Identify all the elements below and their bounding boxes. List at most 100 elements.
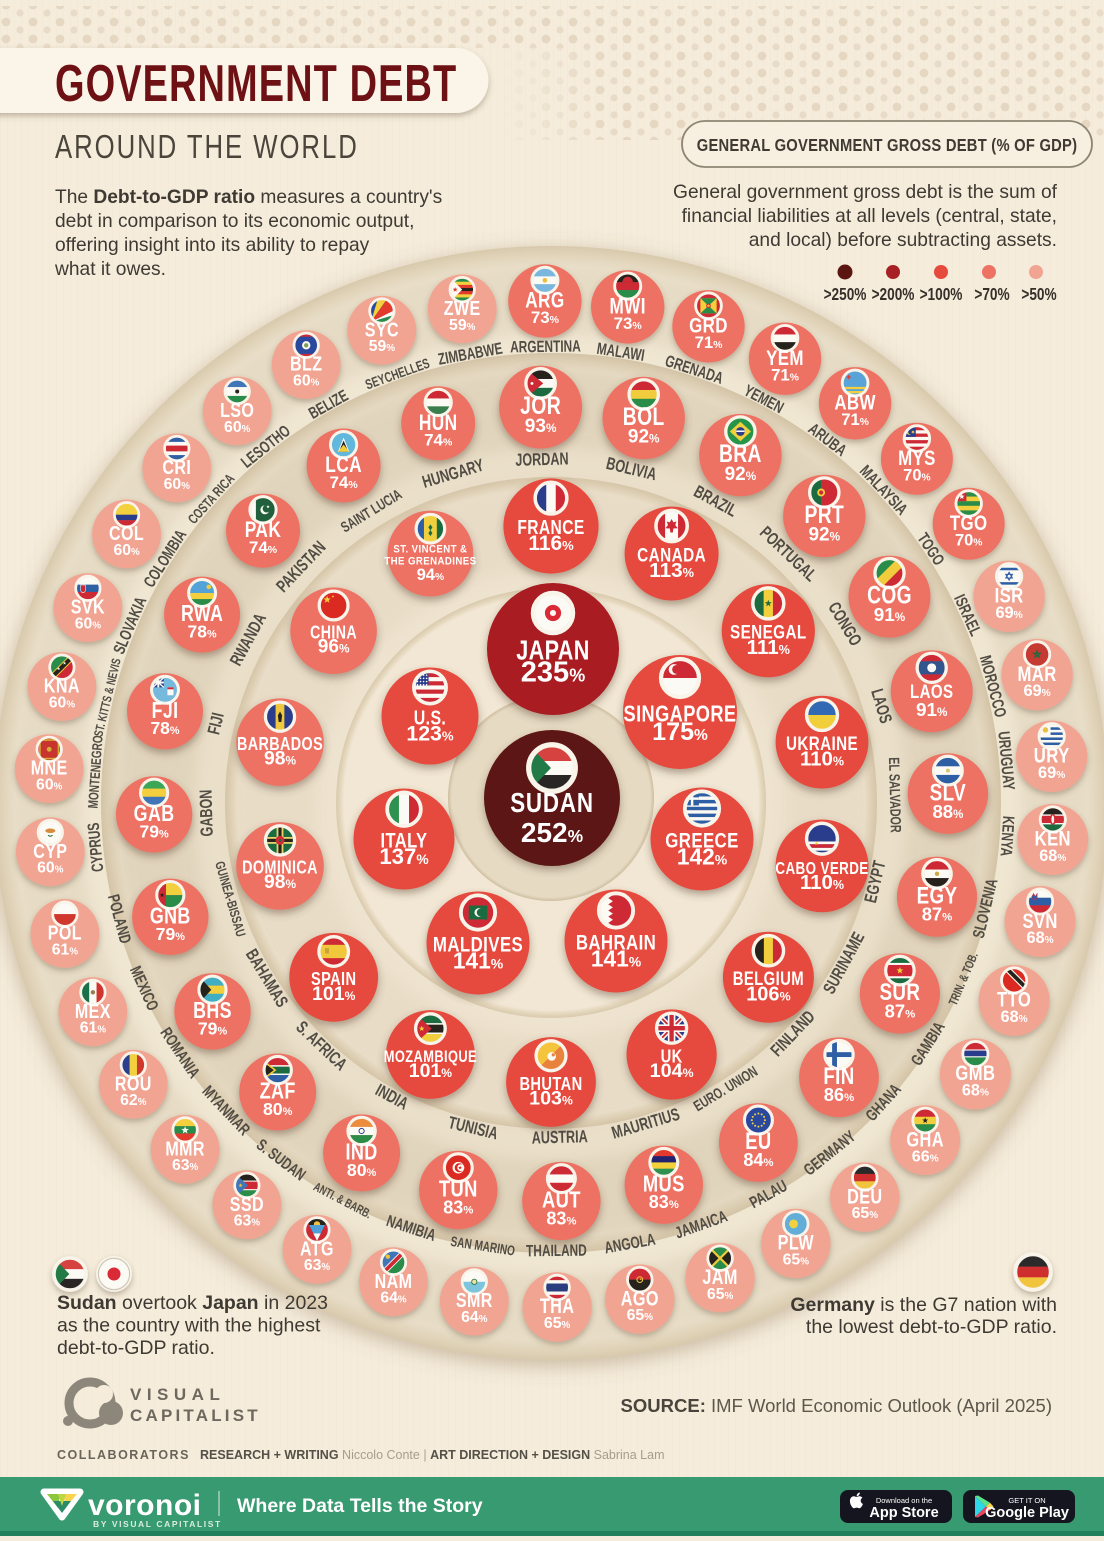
svg-text:59%: 59% bbox=[369, 338, 396, 355]
svg-text:101%: 101% bbox=[409, 1060, 453, 1082]
svg-text:59%: 59% bbox=[449, 317, 476, 334]
svg-text:64%: 64% bbox=[380, 1290, 407, 1307]
svg-text:CYP: CYP bbox=[33, 839, 67, 862]
svg-text:BHS: BHS bbox=[193, 998, 232, 1024]
svg-text:BLZ: BLZ bbox=[290, 352, 322, 375]
svg-text:60%: 60% bbox=[37, 860, 64, 877]
svg-text:JORDAN: JORDAN bbox=[515, 449, 569, 470]
svg-text:MMR: MMR bbox=[165, 1136, 205, 1159]
svg-text:AUT: AUT bbox=[542, 1188, 581, 1214]
svg-text:KNA: KNA bbox=[44, 674, 80, 697]
svg-text:ZAF: ZAF bbox=[260, 1079, 296, 1105]
svg-text:DEU: DEU bbox=[847, 1184, 882, 1207]
svg-text:60%: 60% bbox=[113, 542, 140, 559]
svg-text:ARG: ARG bbox=[525, 288, 564, 313]
svg-text:98%: 98% bbox=[264, 872, 296, 893]
svg-text:BOL: BOL bbox=[623, 403, 665, 431]
svg-text:CRI: CRI bbox=[162, 455, 191, 478]
svg-text:SUDAN: SUDAN bbox=[510, 788, 594, 819]
svg-text:FJI: FJI bbox=[152, 698, 179, 724]
svg-text:JAPAN: JAPAN bbox=[516, 636, 590, 666]
svg-text:93%: 93% bbox=[525, 416, 557, 437]
svg-text:PLW: PLW bbox=[778, 1231, 814, 1254]
svg-text:MALDIVES: MALDIVES bbox=[433, 933, 523, 958]
svg-text:RWA: RWA bbox=[181, 601, 223, 627]
svg-text:and local) before subtracting: and local) before subtracting assets. bbox=[749, 230, 1057, 251]
svg-text:BAHRAIN: BAHRAIN bbox=[576, 931, 656, 956]
svg-text:110%: 110% bbox=[800, 749, 844, 771]
svg-text:Download on the: Download on the bbox=[876, 1496, 932, 1505]
svg-text:COLLABORATORS: COLLABORATORS bbox=[57, 1448, 190, 1462]
svg-text:UK: UK bbox=[661, 1046, 683, 1067]
svg-text:MOZAMBIQUE: MOZAMBIQUE bbox=[384, 1049, 477, 1067]
svg-text:116%: 116% bbox=[528, 532, 574, 555]
svg-text:EU: EU bbox=[745, 1129, 771, 1155]
svg-text:SLV: SLV bbox=[930, 778, 967, 806]
svg-text:what it owes.: what it owes. bbox=[54, 259, 166, 280]
svg-text:61%: 61% bbox=[80, 1020, 107, 1037]
svg-text:U.S.: U.S. bbox=[414, 705, 446, 728]
svg-text:CYPRUS: CYPRUS bbox=[85, 821, 108, 872]
svg-text:The Debt-to-GDP ratio measures: The Debt-to-GDP ratio measures a country… bbox=[55, 187, 442, 208]
svg-text:GABON: GABON bbox=[197, 789, 218, 836]
svg-text:MNE: MNE bbox=[31, 756, 68, 779]
svg-text:PAK: PAK bbox=[245, 518, 282, 543]
svg-text:MUS: MUS bbox=[643, 1171, 685, 1197]
svg-text:ABW: ABW bbox=[834, 391, 876, 416]
svg-text:>70%: >70% bbox=[974, 286, 1009, 305]
svg-text:65%: 65% bbox=[852, 1205, 879, 1222]
svg-text:EL SALVADOR: EL SALVADOR bbox=[885, 757, 904, 833]
svg-text:Where Data Tells the Story: Where Data Tells the Story bbox=[237, 1495, 483, 1517]
svg-text:General government gross debt: General government gross debt is the sum… bbox=[673, 182, 1058, 203]
svg-text:60%: 60% bbox=[164, 476, 191, 493]
svg-text:GREECE: GREECE bbox=[665, 829, 738, 854]
svg-text:YEM: YEM bbox=[766, 346, 804, 371]
svg-text:SENEGAL: SENEGAL bbox=[730, 621, 807, 643]
svg-text:TGO: TGO bbox=[950, 511, 988, 536]
svg-text:POL: POL bbox=[48, 921, 82, 944]
svg-text:debt in comparison to its econ: debt in comparison to its economic outpu… bbox=[55, 211, 414, 232]
svg-text:SSD: SSD bbox=[230, 1192, 264, 1215]
svg-text:CABO VERDE: CABO VERDE bbox=[775, 859, 868, 878]
svg-text:175%: 175% bbox=[652, 718, 708, 746]
svg-text:106%: 106% bbox=[746, 983, 790, 1005]
svg-text:THE GRENADINES: THE GRENADINES bbox=[384, 555, 476, 568]
svg-text:>250%: >250% bbox=[824, 286, 867, 305]
svg-text:NAM: NAM bbox=[375, 1269, 413, 1292]
svg-text:92%: 92% bbox=[808, 525, 840, 546]
svg-text:ST. VINCENT &: ST. VINCENT & bbox=[393, 543, 467, 556]
svg-text:60%: 60% bbox=[224, 419, 251, 436]
svg-text:TUN: TUN bbox=[439, 1177, 478, 1203]
svg-text:252%: 252% bbox=[521, 817, 583, 848]
svg-text:MEX: MEX bbox=[75, 999, 111, 1022]
svg-text:>50%: >50% bbox=[1021, 286, 1056, 305]
svg-text:ARGENTINA: ARGENTINA bbox=[510, 338, 581, 357]
svg-text:60%: 60% bbox=[49, 694, 76, 711]
svg-text:GAB: GAB bbox=[134, 801, 175, 827]
svg-text:App Store: App Store bbox=[869, 1505, 938, 1521]
svg-text:60%: 60% bbox=[75, 616, 102, 633]
svg-text:PRT: PRT bbox=[804, 501, 844, 529]
svg-text:SYC: SYC bbox=[365, 317, 399, 340]
svg-text:92%: 92% bbox=[628, 427, 660, 448]
svg-text:110%: 110% bbox=[800, 872, 844, 894]
svg-text:THA: THA bbox=[540, 1294, 574, 1317]
svg-text:65%: 65% bbox=[783, 1252, 810, 1269]
svg-text:ATG: ATG bbox=[300, 1236, 334, 1259]
svg-text:ROU: ROU bbox=[115, 1071, 152, 1094]
svg-text:GET IT ON: GET IT ON bbox=[1008, 1496, 1045, 1505]
svg-text:VISUAL: VISUAL bbox=[130, 1385, 225, 1404]
svg-text:URY: URY bbox=[1034, 745, 1070, 768]
svg-text:104%: 104% bbox=[650, 1060, 694, 1082]
svg-text:SVK: SVK bbox=[71, 595, 105, 618]
svg-text:THAILAND: THAILAND bbox=[526, 1242, 587, 1261]
svg-text:MYS: MYS bbox=[898, 446, 936, 471]
svg-text:LSO: LSO bbox=[220, 398, 254, 421]
svg-text:as the country with the highes: as the country with the highest bbox=[57, 1315, 321, 1337]
svg-text:GHA: GHA bbox=[906, 1127, 944, 1150]
svg-text:COL: COL bbox=[109, 521, 144, 544]
svg-text:BY VISUAL CAPITALIST: BY VISUAL CAPITALIST bbox=[93, 1519, 222, 1529]
svg-text:JOR: JOR bbox=[520, 392, 561, 420]
svg-text:>200%: >200% bbox=[872, 286, 915, 305]
svg-text:60%: 60% bbox=[36, 777, 63, 794]
